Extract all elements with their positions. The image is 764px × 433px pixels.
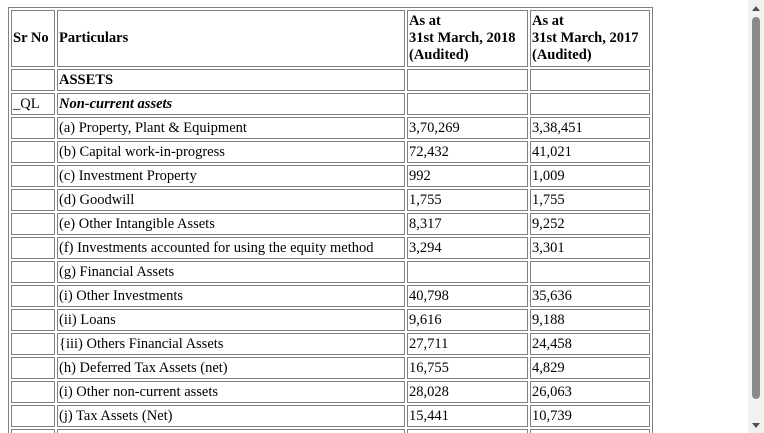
table-header-row: Sr No Particulars As at 31st March, 2018…: [11, 10, 650, 67]
value-2017-cell: 3,301: [530, 237, 650, 259]
table-row: (ii) Loans 9,616 9,188: [11, 309, 650, 331]
value-2017-cell: 41,021: [530, 141, 650, 163]
value-2017-cell: [530, 69, 650, 91]
header-col-2018: As at 31st March, 2018 (Audited): [407, 10, 528, 67]
sr-no-cell: [11, 381, 55, 403]
triangle-up-icon: [752, 5, 760, 11]
particulars-cell: (e) Other Intangible Assets: [57, 213, 405, 235]
header-2017-line-3: (Audited): [532, 47, 592, 63]
particulars-cell: (g) Financial Assets: [57, 261, 405, 283]
sr-no-cell: [11, 405, 55, 427]
particulars-cell: (ii) Loans: [57, 309, 405, 331]
header-sr-no: Sr No: [11, 10, 55, 67]
value-2017-cell: [530, 261, 650, 283]
sr-no-cell: [11, 333, 55, 355]
particulars-cell: {iii) Others Financial Assets: [57, 333, 405, 355]
header-particulars: Particulars: [57, 10, 405, 67]
sr-no-cell: [11, 285, 55, 307]
value-2017-cell: 4,829: [530, 357, 650, 379]
header-2018-line-1: As at: [409, 13, 441, 29]
sr-no-cell: [11, 117, 55, 139]
particulars-cell: (b) Capital work-in-progress: [57, 141, 405, 163]
value-2018-cell: 40,798: [407, 285, 528, 307]
value-2017-cell: 10,739: [530, 405, 650, 427]
particulars-cell: (h) Deferred Tax Assets (net): [57, 357, 405, 379]
particulars-cell: (i) Other non-current assets: [57, 381, 405, 403]
value-2017-cell: [530, 429, 650, 433]
scroll-down-button[interactable]: [748, 417, 764, 433]
sr-no-cell: [11, 237, 55, 259]
sr-no-cell: [11, 165, 55, 187]
triangle-down-icon: [752, 422, 760, 428]
particulars-cell: (j) Tax Assets (Net): [57, 405, 405, 427]
table-row: (i) Other Investments 40,798 35,636: [11, 285, 650, 307]
particulars-cell: Non-current assets: [57, 93, 405, 115]
sr-no-cell: [11, 429, 55, 433]
table-row: (j) Tax Assets (Net) 15,441 10,739: [11, 405, 650, 427]
particulars-cell: (d) Goodwill: [57, 189, 405, 211]
value-2018-cell: 9,616: [407, 309, 528, 331]
table-row: (i) Other non-current assets 28,028 26,063: [11, 381, 650, 403]
sr-no-cell: [11, 69, 55, 91]
table-row: (b) Capital work-in-progress 72,432 41,021: [11, 141, 650, 163]
sr-no-cell: _QL: [11, 93, 55, 115]
header-2017-line-1: As at: [532, 13, 564, 29]
sr-no-cell: [11, 261, 55, 283]
particulars-cell: (c) Investment Property: [57, 165, 405, 187]
particulars-cell: (a) Property, Plant & Equipment: [57, 117, 405, 139]
header-2018-line-2: 31st March, 2018: [409, 30, 516, 46]
scrollbar-thumb[interactable]: [752, 17, 760, 399]
value-2018-cell: 3,70,269: [407, 117, 528, 139]
sr-no-cell: [11, 213, 55, 235]
particulars-cell: ASSETS: [57, 69, 405, 91]
particulars-cell: (f) Investments accounted for using the …: [57, 237, 405, 259]
scroll-up-button[interactable]: [748, 0, 764, 16]
value-2018-cell: [407, 429, 528, 433]
document-viewport: Sr No Particulars As at 31st March, 2018…: [8, 7, 653, 433]
value-2018-cell: 1,755: [407, 189, 528, 211]
value-2018-cell: [407, 261, 528, 283]
value-2018-cell: 72,432: [407, 141, 528, 163]
value-2017-cell: 9,188: [530, 309, 650, 331]
table-row: (a) Property, Plant & Equipment 3,70,269 3…: [11, 117, 650, 139]
header-2018-line-3: (Audited): [409, 47, 469, 63]
table-row: (f) Investments accounted for using the …: [11, 237, 650, 259]
table-row: (h) Deferred Tax Assets (net) 16,755 4,829: [11, 357, 650, 379]
value-2018-cell: 27,711: [407, 333, 528, 355]
value-2018-cell: [407, 69, 528, 91]
value-2018-cell: 16,755: [407, 357, 528, 379]
value-2017-cell: [530, 93, 650, 115]
table-row: (d) Goodwill 1,755 1,755: [11, 189, 650, 211]
table-row: (e) Other Intangible Assets 8,317 9,252: [11, 213, 650, 235]
value-2018-cell: 992: [407, 165, 528, 187]
value-2017-cell: 1,009: [530, 165, 650, 187]
value-2017-cell: 1,755: [530, 189, 650, 211]
header-col-2017: As at 31st March, 2017 (Audited): [530, 10, 650, 67]
value-2017-cell: 26,063: [530, 381, 650, 403]
value-2017-cell: 35,636: [530, 285, 650, 307]
particulars-cell: [57, 429, 405, 433]
sr-no-cell: [11, 141, 55, 163]
value-2018-cell: [407, 93, 528, 115]
table-row: (g) Financial Assets: [11, 261, 650, 283]
value-2018-cell: 28,028: [407, 381, 528, 403]
particulars-cell: (i) Other Investments: [57, 285, 405, 307]
value-2017-cell: 3,38,451: [530, 117, 650, 139]
value-2017-cell: 9,252: [530, 213, 650, 235]
table-row: ASSETS: [11, 69, 650, 91]
sr-no-cell: [11, 189, 55, 211]
table-row: _QL Non-current assets: [11, 93, 650, 115]
table-row: (c) Investment Property 992 1,009: [11, 165, 650, 187]
balance-sheet-table: Sr No Particulars As at 31st March, 2018…: [8, 7, 653, 433]
table-row: [11, 429, 650, 433]
sr-no-cell: [11, 357, 55, 379]
value-2018-cell: 3,294: [407, 237, 528, 259]
value-2017-cell: 24,458: [530, 333, 650, 355]
value-2018-cell: 8,317: [407, 213, 528, 235]
sr-no-cell: [11, 309, 55, 331]
table-row: {iii) Others Financial Assets 27,711 24,45…: [11, 333, 650, 355]
vertical-scrollbar[interactable]: [748, 0, 764, 433]
header-2017-line-2: 31st March, 2017: [532, 30, 639, 46]
value-2018-cell: 15,441: [407, 405, 528, 427]
